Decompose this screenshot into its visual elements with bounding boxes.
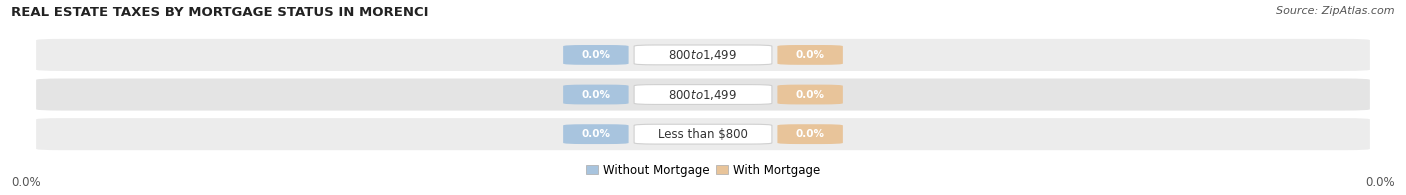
FancyBboxPatch shape: [778, 124, 842, 144]
Text: 0.0%: 0.0%: [1365, 176, 1395, 189]
Text: Source: ZipAtlas.com: Source: ZipAtlas.com: [1277, 6, 1395, 16]
Legend: Without Mortgage, With Mortgage: Without Mortgage, With Mortgage: [581, 159, 825, 182]
FancyBboxPatch shape: [564, 124, 628, 144]
Text: 0.0%: 0.0%: [11, 176, 41, 189]
FancyBboxPatch shape: [564, 85, 628, 105]
Text: 0.0%: 0.0%: [796, 50, 825, 60]
FancyBboxPatch shape: [564, 45, 628, 65]
FancyBboxPatch shape: [35, 77, 1371, 112]
FancyBboxPatch shape: [35, 37, 1371, 72]
Text: 0.0%: 0.0%: [581, 90, 610, 99]
FancyBboxPatch shape: [634, 45, 772, 65]
FancyBboxPatch shape: [634, 85, 772, 105]
FancyBboxPatch shape: [778, 45, 842, 65]
Text: REAL ESTATE TAXES BY MORTGAGE STATUS IN MORENCI: REAL ESTATE TAXES BY MORTGAGE STATUS IN …: [11, 6, 429, 19]
Text: 0.0%: 0.0%: [581, 50, 610, 60]
FancyBboxPatch shape: [634, 124, 772, 144]
Text: 0.0%: 0.0%: [796, 90, 825, 99]
Text: 0.0%: 0.0%: [796, 129, 825, 139]
FancyBboxPatch shape: [35, 117, 1371, 152]
Text: $800 to $1,499: $800 to $1,499: [668, 88, 738, 102]
Text: $800 to $1,499: $800 to $1,499: [668, 48, 738, 62]
Text: 0.0%: 0.0%: [581, 129, 610, 139]
FancyBboxPatch shape: [778, 85, 842, 105]
Text: Less than $800: Less than $800: [658, 128, 748, 141]
